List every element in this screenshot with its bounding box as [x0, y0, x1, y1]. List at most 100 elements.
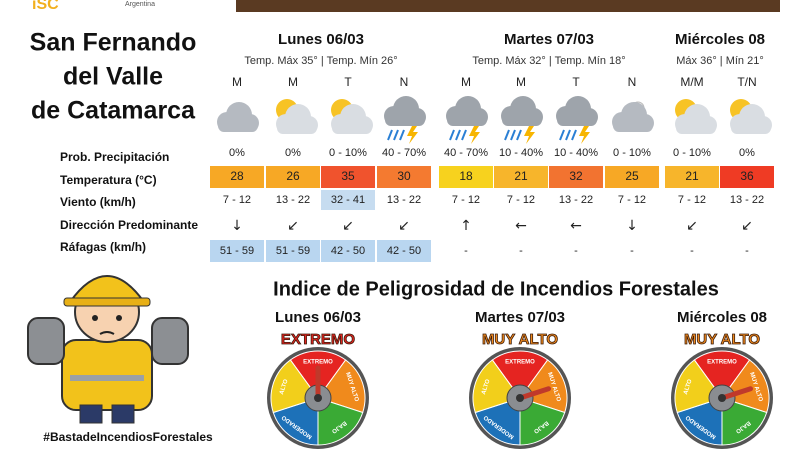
gauge-pin [314, 394, 322, 402]
period-label: M [288, 75, 298, 89]
lightning [407, 126, 418, 144]
cloud-part [385, 114, 425, 126]
direction-arrow: ← [570, 218, 582, 234]
day-temps: Máx 36° | Mín 21° [676, 55, 763, 67]
period-label: T/N [737, 75, 756, 89]
period-label: T [572, 75, 580, 89]
temperature-value: 21 [685, 169, 699, 183]
temperature-value: 35 [341, 169, 355, 183]
direction-arrow: ↙ [686, 218, 698, 234]
rain [461, 129, 467, 141]
gauge-needle [719, 386, 754, 401]
weather-icon [730, 99, 772, 134]
temperature-value: 36 [740, 169, 754, 183]
period-label: M [232, 75, 242, 89]
gauge-segment-label: EXTREMO [707, 360, 737, 366]
row-label: Temperatura (°C) [60, 173, 157, 187]
gauge-segment-label: EXTREMO [505, 360, 535, 366]
rain [504, 129, 510, 141]
temperature-cell [210, 166, 264, 188]
cloud-part [447, 114, 487, 126]
direction-arrow: ↓ [626, 218, 638, 234]
rain [399, 129, 405, 141]
precipitation-value: 0 - 10% [329, 147, 367, 159]
weather-icon [276, 99, 318, 134]
gust-value: - [574, 245, 578, 257]
wind-value: 13 - 22 [559, 194, 593, 206]
wind-cell [266, 190, 320, 210]
cloud-part [731, 122, 771, 134]
gauge-level: MUY ALTO [482, 331, 558, 348]
logo-subtitle: Argentina [125, 1, 155, 8]
precipitation-value: 0% [285, 147, 301, 159]
weather-icon [612, 101, 654, 132]
precipitation-value: 40 - 70% [382, 147, 426, 159]
city-line: San Fernando [30, 29, 197, 57]
precipitation-value: 0% [739, 147, 755, 159]
temperature-value: 32 [569, 169, 583, 183]
gust-cell [494, 240, 548, 262]
temperature-value: 26 [286, 169, 300, 183]
rain [516, 129, 522, 141]
city-line: del Valle [63, 63, 163, 91]
wind-cell [549, 190, 603, 210]
weather-icon [501, 96, 543, 144]
lightning [469, 126, 480, 144]
day-temps: Temp. Máx 32° | Temp. Mín 18° [472, 55, 625, 67]
temperature-cell [549, 166, 603, 188]
row-label: Prob. Precipitación [60, 150, 169, 164]
wind-cell [720, 190, 774, 210]
weather-icon [675, 99, 717, 134]
gust-value: - [519, 245, 523, 257]
gust-value: 51 - 59 [220, 245, 254, 257]
glove [151, 317, 189, 365]
leg [79, 404, 103, 424]
precipitation-value: 0% [229, 147, 245, 159]
wind-value: 7 - 12 [618, 194, 646, 206]
wind-value: 13 - 22 [387, 194, 421, 206]
temperature-cell [439, 166, 493, 188]
wind-cell [321, 190, 375, 210]
gauge-level: EXTREMO [281, 331, 356, 348]
temperature-value: 18 [459, 169, 473, 183]
temperature-value: 21 [514, 169, 528, 183]
weather-icon [331, 99, 373, 134]
period-label: M [516, 75, 526, 89]
cloud-part [218, 120, 258, 132]
leg [111, 404, 135, 424]
rain [510, 129, 516, 141]
top-banner [236, 0, 780, 12]
gust-cell [266, 240, 320, 262]
gauge-segment-label: ALTO [279, 378, 290, 395]
gauge-day: Miércoles 08 [677, 309, 767, 326]
cloud-part [332, 122, 372, 134]
temperature-cell [321, 166, 375, 188]
wind-value: 13 - 22 [276, 194, 310, 206]
hashtag: #BastadeIncendiosForestales [43, 430, 213, 444]
direction-arrow: ↓ [231, 218, 243, 234]
cloud-part [557, 114, 597, 126]
day-name: Miércoles 08 [675, 31, 765, 48]
rain [387, 129, 393, 141]
day-temps: Temp. Máx 35° | Temp. Mín 26° [244, 55, 397, 67]
rain [455, 129, 461, 141]
row-label: Dirección Predominante [60, 218, 198, 232]
gauge-segment [519, 397, 566, 446]
rain [571, 129, 577, 141]
direction-arrow: ↙ [342, 218, 354, 234]
wind-value: 7 - 12 [223, 194, 251, 206]
row-label: Ráfagas (km/h) [60, 240, 146, 254]
wind-cell [439, 190, 493, 210]
direction-arrow: ↙ [287, 218, 299, 234]
gust-cell [720, 240, 774, 262]
weather-icon [384, 96, 426, 144]
wind-value: 7 - 12 [452, 194, 480, 206]
gust-cell [210, 240, 264, 262]
gauge-segment-label: ALTO [683, 378, 694, 395]
gust-cell [377, 240, 431, 262]
gauge-segment-label: ALTO [481, 378, 492, 395]
wind-cell [210, 190, 264, 210]
day-name: Martes 07/03 [504, 31, 594, 48]
temperature-value: 25 [625, 169, 639, 183]
